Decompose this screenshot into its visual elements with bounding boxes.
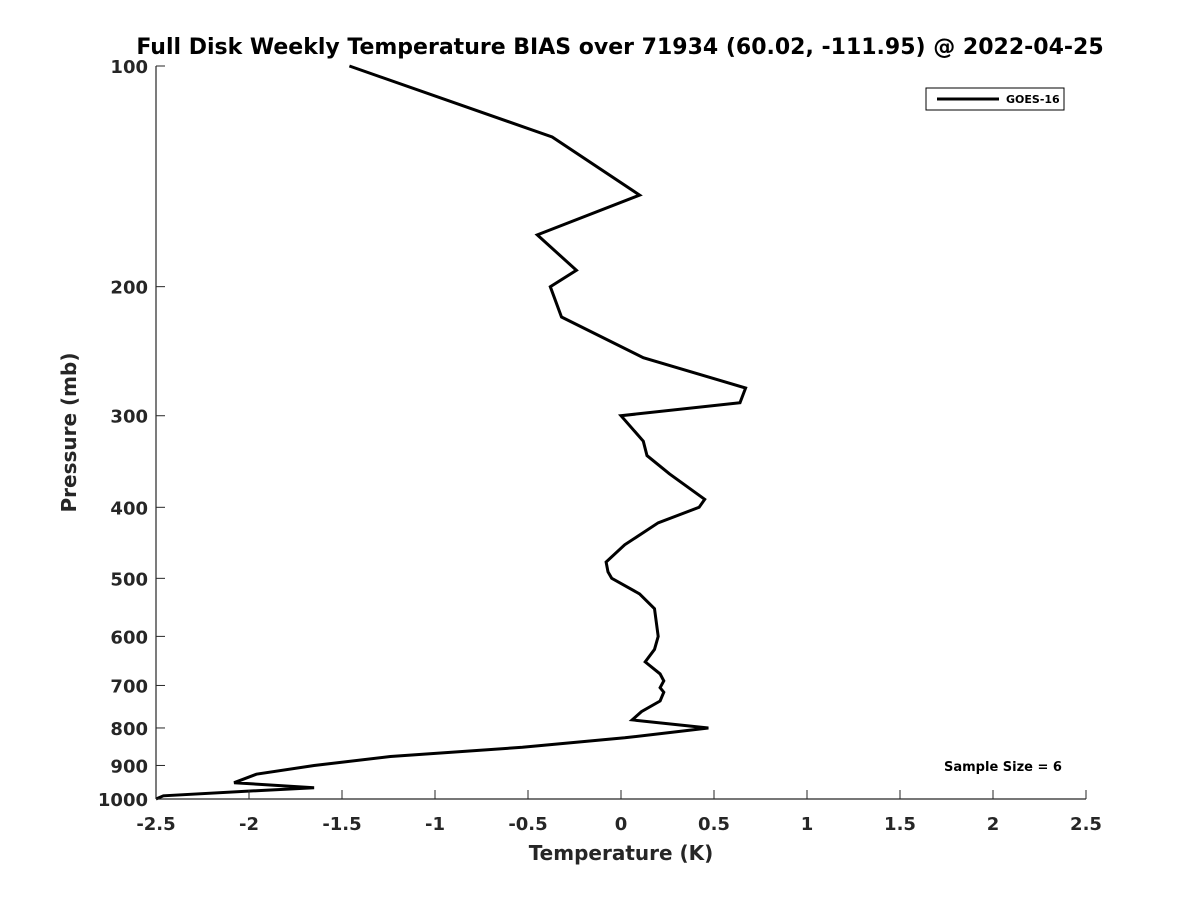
y-tick-label: 600	[110, 627, 148, 648]
series-line-goes-16	[156, 64, 748, 801]
legend: GOES-16	[925, 87, 1065, 111]
y-axis-ticks: 100 200 300 400 500 600 700 800 900 1000	[98, 57, 165, 811]
y-tick-label: 1000	[98, 790, 148, 811]
x-tick-label: 0	[615, 814, 628, 835]
y-tick-label: 300	[110, 407, 148, 428]
y-tick-label: 800	[110, 719, 148, 740]
y-tick-label: 700	[110, 676, 148, 697]
y-tick-label: 900	[110, 756, 148, 777]
y-tick-label: 200	[110, 278, 148, 299]
x-tick-label: -2	[239, 814, 259, 835]
x-tick-label: 1	[801, 814, 814, 835]
x-tick-label: -0.5	[508, 814, 547, 835]
x-axis-ticks: -2.5 -2 -1.5 -1 -0.5 0 0.5 1 1.5 2 2.5	[136, 790, 1102, 835]
x-tick-label: -1	[425, 814, 445, 835]
x-tick-label: 2.5	[1070, 814, 1102, 835]
x-tick-label: 2	[987, 814, 1000, 835]
x-tick-label: -2.5	[136, 814, 175, 835]
x-axis-label: Temperature (K)	[529, 841, 714, 865]
sample-size-annotation: Sample Size = 6	[944, 760, 1062, 775]
y-axis-label: Pressure (mb)	[57, 353, 81, 513]
plot-area	[155, 64, 1086, 801]
chart-title: Full Disk Weekly Temperature BIAS over 7…	[136, 35, 1103, 60]
y-tick-label: 400	[110, 498, 148, 519]
legend-label-goes-16: GOES-16	[1006, 93, 1060, 106]
y-tick-label: 100	[110, 57, 148, 78]
x-tick-label: 1.5	[884, 814, 916, 835]
x-tick-label: -1.5	[322, 814, 361, 835]
y-tick-label: 500	[110, 569, 148, 590]
x-tick-label: 0.5	[698, 814, 730, 835]
